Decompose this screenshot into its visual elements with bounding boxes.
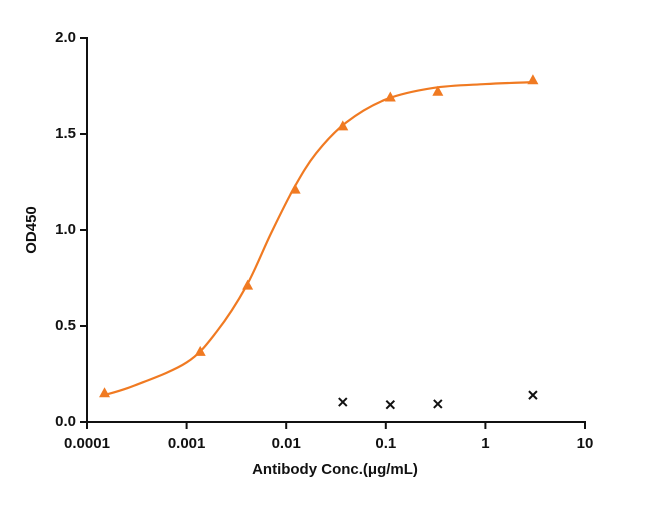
- triangle-marker: [384, 91, 396, 102]
- x-marker: [528, 390, 538, 400]
- x-stroke: [338, 397, 348, 407]
- fit-curve: [104, 81, 533, 397]
- x-tick-label: 0.001: [168, 435, 206, 452]
- x-tick-label: 10: [577, 435, 594, 452]
- y-tick-label: 1.0: [55, 221, 76, 238]
- x-tick-label: 1: [481, 435, 489, 452]
- y-tick-label: 2.0: [55, 29, 76, 46]
- triangle-marker: [242, 279, 254, 290]
- y-tick-label: 1.5: [55, 125, 76, 142]
- triangle-marker: [527, 74, 539, 85]
- y-tick-label: 0.0: [55, 413, 76, 430]
- y-tick-label: 0.5: [55, 317, 76, 334]
- triangle-marker: [432, 85, 444, 96]
- triangle-marker: [194, 345, 206, 356]
- x-stroke: [528, 390, 538, 400]
- y-axis-label: OD450: [23, 206, 40, 254]
- triangle-marker: [289, 183, 301, 194]
- x-axis-label: Antibody Conc.(μg/mL): [252, 461, 418, 478]
- x-tick-label: 0.0001: [64, 435, 110, 452]
- x-tick-label: 0.1: [375, 435, 396, 452]
- x-stroke: [385, 400, 396, 410]
- x-marker: [385, 400, 396, 410]
- x-marker: [433, 399, 443, 409]
- x-stroke: [433, 399, 443, 409]
- x-marker: [338, 397, 348, 407]
- triangle-marker: [337, 120, 349, 131]
- x-tick-label: 0.01: [272, 435, 301, 452]
- triangle-marker: [99, 387, 111, 398]
